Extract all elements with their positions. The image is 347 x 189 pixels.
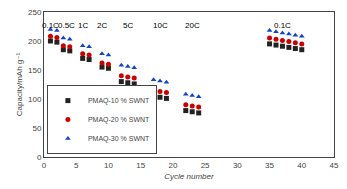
svg-text:30: 30	[233, 161, 242, 170]
svg-text:50: 50	[32, 124, 41, 133]
svg-text:150: 150	[28, 66, 42, 75]
svg-text:250: 250	[28, 8, 42, 17]
svg-text:Cycle number: Cycle number	[164, 172, 214, 181]
svg-text:0.1C: 0.1C	[274, 21, 291, 30]
svg-text:1C: 1C	[78, 21, 88, 30]
svg-text:2C: 2C	[97, 21, 107, 30]
svg-text:5: 5	[74, 161, 79, 170]
svg-text:20C: 20C	[185, 21, 200, 30]
svg-text:25: 25	[201, 161, 210, 170]
svg-text:PMAQ-10 % SWNT: PMAQ-10 % SWNT	[88, 97, 150, 105]
svg-text:0: 0	[42, 161, 47, 170]
svg-text:Capacity/mAh g⁻¹: Capacity/mAh g⁻¹	[15, 52, 24, 116]
svg-text:35: 35	[265, 161, 274, 170]
svg-text:100: 100	[28, 95, 42, 104]
svg-text:PMAQ-30 % SWNT: PMAQ-30 % SWNT	[88, 135, 150, 143]
svg-text:20: 20	[168, 161, 177, 170]
svg-text:0: 0	[37, 153, 42, 162]
svg-text:10C: 10C	[153, 21, 168, 30]
svg-text:200: 200	[28, 37, 42, 46]
svg-text:40: 40	[297, 161, 306, 170]
svg-text:0.5C: 0.5C	[58, 21, 75, 30]
svg-text:45: 45	[330, 161, 339, 170]
svg-text:PMAQ-20 % SWNT: PMAQ-20 % SWNT	[88, 116, 150, 124]
svg-text:5C: 5C	[123, 21, 133, 30]
svg-text:0.1C: 0.1C	[42, 21, 59, 30]
svg-text:15: 15	[136, 161, 145, 170]
svg-text:10: 10	[104, 161, 113, 170]
